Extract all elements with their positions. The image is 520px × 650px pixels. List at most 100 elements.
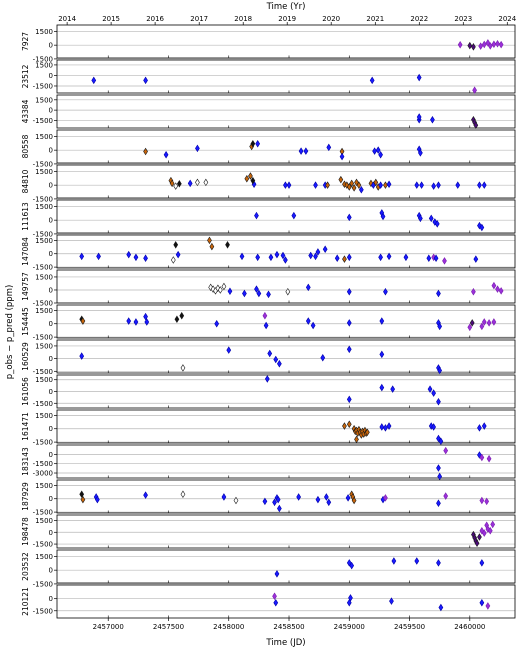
data-point [322,245,328,254]
data-point [169,179,175,188]
data-point [346,287,352,296]
data-point [481,318,487,326]
data-point [262,497,268,506]
data-point [179,311,185,320]
data-point [349,561,355,570]
data-point [310,321,316,330]
top-tick-label: 2015 [102,15,120,23]
data-point [303,147,309,155]
data-point [473,121,479,130]
data-point [351,496,357,505]
data-point [277,359,282,368]
y-tick-label: 1500 [35,553,53,561]
data-point [375,146,381,154]
y-tick-label: 0 [49,217,53,225]
data-point [226,346,232,354]
data-point [380,212,386,221]
data-point [354,178,359,187]
top-tick-label: 2018 [234,15,252,23]
y-tick-label: -1500 [33,195,53,203]
bottom-axis-title: Time (JD) [265,638,305,648]
data-point [436,397,441,406]
panel-label: 80558 [21,134,30,158]
data-point [469,319,475,327]
data-point [467,323,473,332]
data-point [298,147,304,155]
data-point [274,570,280,578]
data-point [346,345,352,354]
data-point [479,322,485,331]
panel-frame [56,584,516,619]
panel-label: 7927 [21,32,30,51]
data-point [432,218,438,226]
top-tick-label: 2019 [278,15,296,23]
data-point [479,496,485,505]
y-tick-label: 0 [49,320,53,328]
data-point [283,256,288,264]
data-point [426,254,432,262]
data-point [163,150,169,159]
data-point [207,236,212,245]
data-point [436,499,441,507]
y-axis-title: p_obs − p_pred (ppm) [5,285,15,380]
data-point [467,41,473,50]
data-point [472,86,477,94]
y-tick-label: -1500 [33,300,53,308]
data-point [386,422,392,430]
data-point [433,254,439,262]
y-tick-label: 0 [49,567,53,575]
data-point [498,40,504,49]
data-point [477,424,482,432]
top-tick-label: 2023 [454,15,472,23]
y-tick-label: 1500 [35,482,53,490]
data-point [296,493,302,501]
data-point [346,253,352,262]
data-point [286,181,292,189]
top-tick-label: 2024 [498,15,516,23]
data-point [474,539,480,548]
data-point [254,211,259,220]
y-tick-label: 1500 [35,237,53,245]
data-point [485,602,491,610]
panel-label: 187929 [21,482,30,511]
data-point [250,139,256,148]
data-point [338,175,344,184]
panel-frame [56,374,516,409]
data-point [283,181,288,189]
top-tick-label: 2020 [322,15,340,23]
data-point [431,423,436,431]
data-point [346,395,352,404]
y-tick-label: -1500 [33,230,53,238]
data-point [79,352,85,360]
panel-label: 183143 [21,447,30,476]
data-point [378,253,383,262]
data-point [477,221,482,230]
data-point [79,490,85,499]
y-tick-label: 0 [49,595,53,603]
data-point [478,42,484,50]
panel-label: 161056 [21,377,30,406]
data-point [436,289,441,298]
panel-frame [56,129,516,164]
data-point [96,252,101,261]
x-tick-label: 2459000 [334,623,365,631]
data-point [313,252,318,261]
data-point [143,312,148,321]
panel-frame [56,234,516,269]
data-point [262,311,268,320]
panel-frame [56,24,516,59]
y-tick-label: -1500 [33,117,53,125]
data-point [479,223,485,232]
data-point [428,214,434,223]
data-point [308,251,314,260]
data-point [427,385,433,393]
data-point [244,174,250,183]
y-tick-label: 0 [49,72,53,80]
data-point [373,178,379,187]
data-point [495,40,500,48]
